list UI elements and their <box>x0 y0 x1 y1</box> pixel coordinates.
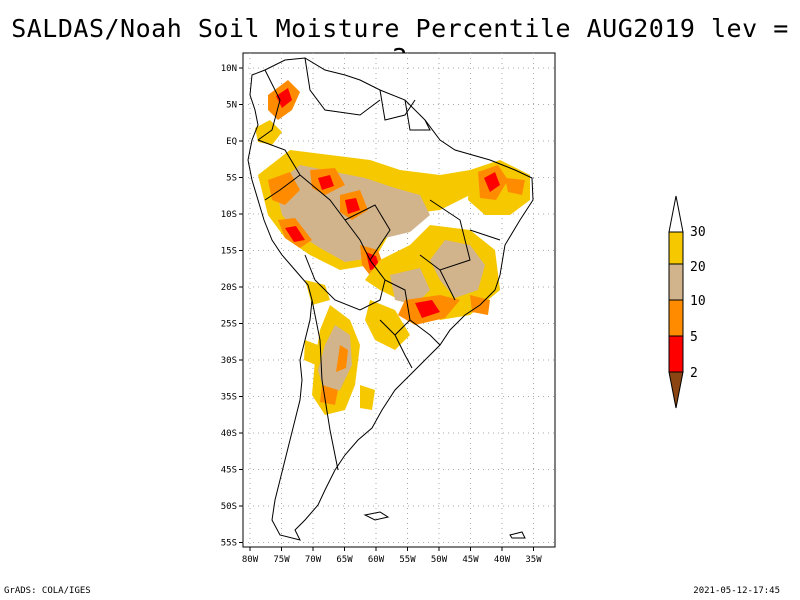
colorbar-segment-10-20 <box>668 263 684 301</box>
colorbar-segment-5-10 <box>668 299 684 337</box>
lat-label: 5N <box>226 101 237 111</box>
lat-label: 20S <box>221 283 237 293</box>
lon-label: 75W <box>273 555 290 565</box>
lat-label: 15S <box>221 247 237 257</box>
coastline <box>247 57 534 541</box>
lon-label: 40W <box>494 555 511 565</box>
lat-label: EQ <box>226 137 237 147</box>
colorbar-label-2: 2 <box>690 366 698 381</box>
lat-label: 10N <box>221 64 237 74</box>
lat-label: 10S <box>221 210 237 220</box>
colorbar-label-10: 10 <box>690 294 706 309</box>
lat-label: 30S <box>221 356 237 366</box>
lon-label: 80W <box>242 555 259 565</box>
lon-label: 65W <box>336 555 353 565</box>
lat-label: 35S <box>221 393 237 403</box>
lat-label: 50S <box>221 502 237 512</box>
map-title: SALDAS/Noah Soil Moisture Percentile AUG… <box>11 14 789 72</box>
latitude-labels: 10N 5N EQ 5S 10S 15S 20S 25S 30S 35S 40S 45S 50S 55S <box>221 64 243 549</box>
lon-label: 55W <box>399 555 416 565</box>
colorbar-segment-20-30 <box>668 231 684 265</box>
footer-timestamp: 2021-05-12-17:45 <box>693 586 780 596</box>
lon-label: 70W <box>305 555 322 565</box>
lat-label: 5S <box>226 174 237 184</box>
lon-label: 35W <box>525 555 542 565</box>
lat-label: 25S <box>221 320 237 330</box>
colorbar-label-5: 5 <box>690 330 698 345</box>
lon-label: 60W <box>368 555 385 565</box>
colorbar-label-30: 30 <box>690 225 706 240</box>
colorbar: 30 20 10 5 2 <box>668 195 706 409</box>
lat-label: 45S <box>221 466 237 476</box>
longitude-labels: 80W 75W 70W 65W 60W 55W 50W 45W 40W 35W <box>242 547 542 565</box>
lon-label: 50W <box>431 555 448 565</box>
colorbar-arrow-top <box>668 195 684 233</box>
colorbar-segment-2-5 <box>668 335 684 373</box>
colorbar-arrow-bottom <box>668 371 684 409</box>
colorbar-label-20: 20 <box>690 260 706 275</box>
footer-credit: GrADS: COLA/IGES <box>4 586 91 596</box>
lon-label: 45W <box>462 555 479 565</box>
lat-label: 40S <box>221 429 237 439</box>
lat-label: 55S <box>221 539 237 549</box>
